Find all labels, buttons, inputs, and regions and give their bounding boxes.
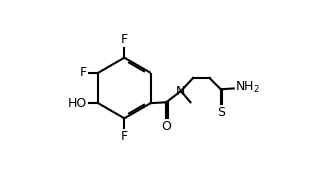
Text: HO: HO — [68, 97, 87, 110]
Text: F: F — [80, 66, 87, 79]
Text: F: F — [121, 33, 128, 46]
Text: F: F — [121, 130, 128, 143]
Text: O: O — [161, 120, 171, 133]
Text: NH$_2$: NH$_2$ — [235, 80, 259, 95]
Text: N: N — [176, 84, 186, 98]
Text: S: S — [217, 106, 225, 119]
